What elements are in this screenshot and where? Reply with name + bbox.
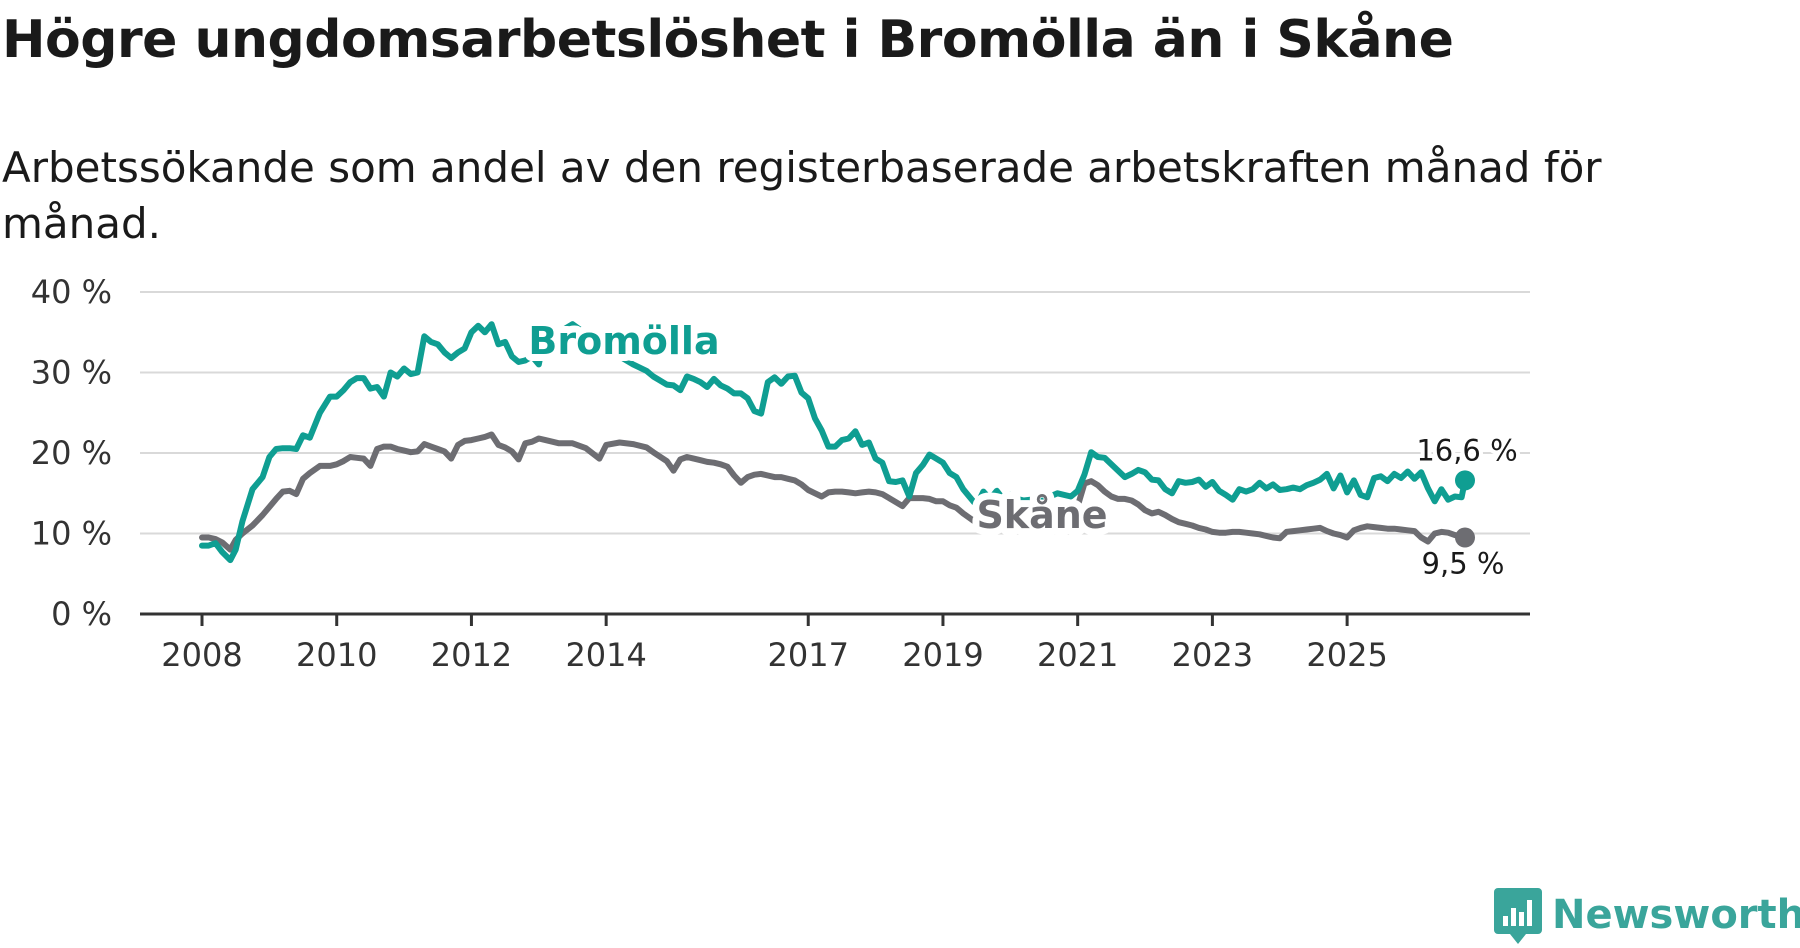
y-tick-label: 20 % <box>31 434 112 472</box>
chart-title: Högre ungdomsarbetslöshet i Bromölla än … <box>2 10 1454 70</box>
newsworthy-logo: Newsworthy <box>1494 886 1800 944</box>
x-tick-label: 2019 <box>902 636 983 674</box>
series-labels: Bromölla Skåne 16,6 % 9,5 % <box>521 312 1521 585</box>
x-tick-label: 2012 <box>431 636 512 674</box>
end-value-skane: 9,5 % <box>1422 547 1505 581</box>
y-tick-label: 40 % <box>31 273 112 311</box>
y-tick-label: 10 % <box>31 515 112 553</box>
y-tick-label: 30 % <box>31 354 112 392</box>
chart-subtitle: Arbetssökande som andel av den registerb… <box>2 143 1602 248</box>
skane-line <box>199 431 1468 553</box>
bromolla-line <box>199 321 1468 564</box>
x-tick-label: 2021 <box>1037 636 1118 674</box>
x-tick-label: 2014 <box>565 636 646 674</box>
x-tick-label: 2008 <box>161 636 242 674</box>
brand-name: Newsworthy <box>1552 892 1800 938</box>
newsworthy-logo-icon <box>1494 888 1542 944</box>
x-tick-label: 2010 <box>296 636 377 674</box>
y-axis-ticks: 0 % 10 % 20 % 30 % 40 % <box>31 273 112 633</box>
grid-lines <box>140 291 1530 535</box>
series-lines <box>199 321 1475 564</box>
skane-end-point <box>1455 527 1475 548</box>
x-axis: 2008 2010 2012 2014 2017 2019 2021 2023 2025 <box>140 612 1530 674</box>
x-tick-label: 2025 <box>1306 636 1387 674</box>
x-tick-label: 2023 <box>1172 636 1253 674</box>
series-label-skane: Skåne <box>976 493 1107 537</box>
bromolla-end-point <box>1455 470 1475 491</box>
y-tick-label: 0 % <box>51 595 112 633</box>
series-label-bromolla: Bromölla <box>528 319 719 363</box>
end-value-bromolla: 16,6 % <box>1416 433 1517 467</box>
line-chart: 0 % 10 % 20 % 30 % 40 % 2008 2010 2012 2014 2017… <box>31 273 1530 674</box>
x-tick-label: 2017 <box>768 636 849 674</box>
